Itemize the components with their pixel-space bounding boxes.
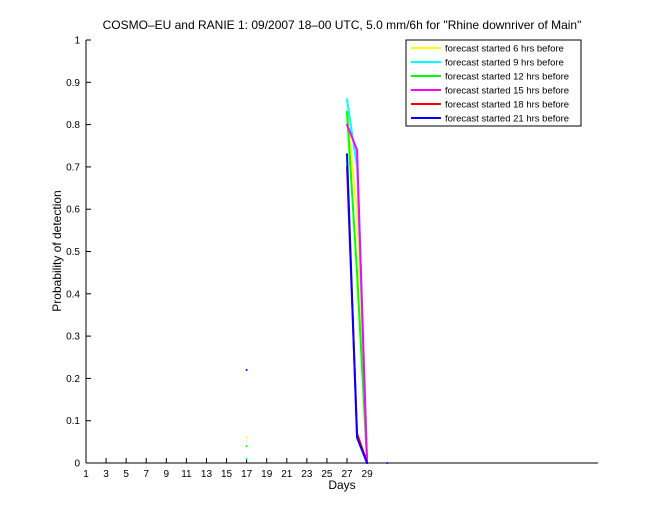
x-tick-label: 9 xyxy=(164,469,170,480)
y-tick-label: 0.4 xyxy=(66,289,80,300)
x-tick-label: 29 xyxy=(362,469,374,480)
y-tick-label: 0.6 xyxy=(66,205,80,216)
x-tick-label: 19 xyxy=(261,469,273,480)
y-tick-label: 0.3 xyxy=(66,332,80,343)
x-tick-label: 7 xyxy=(143,469,149,480)
y-tick-label: 0.1 xyxy=(66,416,80,427)
x-tick-label: 1 xyxy=(83,469,89,480)
x-tick-label: 13 xyxy=(201,469,213,480)
x-tick-label: 23 xyxy=(301,469,313,480)
x-tick-label: 27 xyxy=(341,469,353,480)
x-tick-label: 3 xyxy=(103,469,109,480)
y-tick-label: 0.5 xyxy=(66,247,80,258)
x-tick-label: 5 xyxy=(123,469,129,480)
x-tick-label: 15 xyxy=(221,469,233,480)
legend-label: forecast started 18 hrs before xyxy=(445,100,569,111)
y-tick-label: 0.8 xyxy=(66,120,80,131)
y-tick-label: 0.2 xyxy=(66,374,80,385)
x-tick-label: 21 xyxy=(281,469,293,480)
legend-box xyxy=(405,39,582,127)
x-axis-label: Days xyxy=(328,478,355,492)
series-line xyxy=(346,123,369,464)
legend-label: forecast started 9 hrs before xyxy=(445,58,564,69)
legend-label: forecast started 15 hrs before xyxy=(445,86,569,97)
y-axis-label: Probability of detection xyxy=(50,190,64,311)
y-tick-label: 0 xyxy=(74,459,80,470)
y-tick-label: 1 xyxy=(74,36,80,47)
chart-title: COSMO–EU and RANIE 1: 09/2007 18–00 UTC,… xyxy=(103,18,582,32)
x-tick-label: 17 xyxy=(241,469,253,480)
x-tick-label: 25 xyxy=(321,469,333,480)
y-tick-label: 0.9 xyxy=(66,78,80,89)
x-tick-label: 11 xyxy=(181,469,192,480)
series-line xyxy=(245,110,369,464)
y-tick-label: 0.7 xyxy=(66,162,80,173)
legend-label: forecast started 12 hrs before xyxy=(445,72,569,83)
legend-label: forecast started 6 hrs before xyxy=(445,44,564,55)
legend: forecast started 6 hrs before forecast st… xyxy=(405,39,582,127)
legend-label: forecast started 21 hrs before xyxy=(445,114,569,125)
series-line xyxy=(245,153,389,464)
